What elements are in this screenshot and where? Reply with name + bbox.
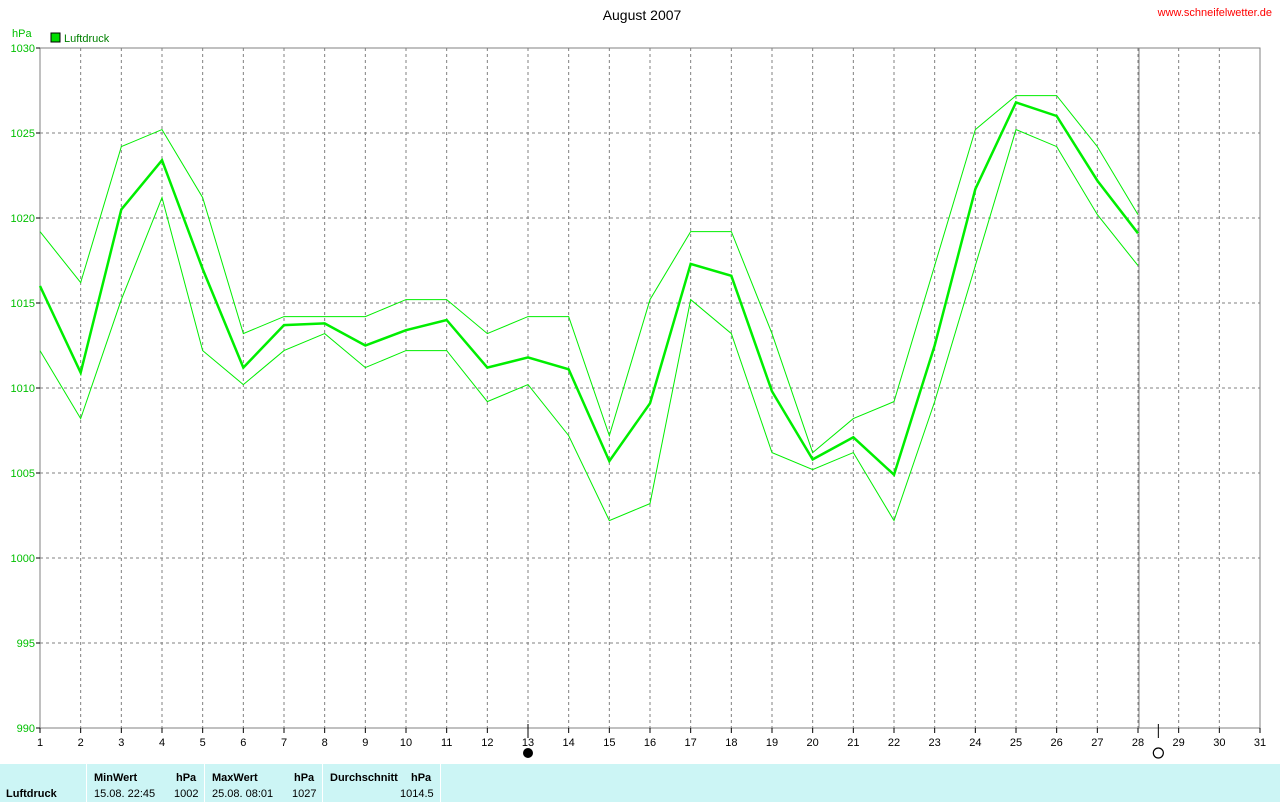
chart-title: August 2007	[603, 7, 682, 23]
x-tick-label: 2	[78, 737, 84, 749]
stats-avg-cell: Durchschnitt hPa 1014.5	[323, 764, 441, 802]
y-tick-label: 1015	[11, 298, 35, 310]
min-value: 1002	[174, 788, 199, 800]
series	[38, 95, 1139, 522]
series-line-min	[39, 128, 1139, 522]
x-tick-label: 31	[1254, 737, 1266, 749]
x-axis-ticks: 1 2 3 4 5 6 7 8 9 10 11 12 13 14 15 16 17 18 19 20 21 22 23 24 2…	[37, 728, 1266, 749]
x-tick-label: 23	[929, 737, 941, 749]
x-tick-label: 10	[400, 737, 412, 749]
x-tick-label: 3	[118, 737, 124, 749]
y-tick-label: 995	[17, 638, 35, 650]
min-header: MinWert	[94, 772, 138, 784]
x-tick-label: 13	[522, 737, 534, 749]
y-tick-label: 1025	[11, 128, 35, 140]
x-tick-label: 14	[563, 737, 575, 749]
moon-phases	[523, 724, 1164, 759]
stats-row-label: Luftdruck	[6, 788, 57, 800]
x-tick-label: 16	[644, 737, 656, 749]
x-tick-label: 11	[441, 737, 452, 749]
avg-header: Durchschnitt	[330, 772, 398, 784]
max-date: 25.08. 08:01	[212, 788, 274, 800]
x-tick-label: 15	[603, 737, 615, 749]
legend-label: Luftdruck	[64, 33, 110, 45]
x-tick-label: 25	[1010, 737, 1022, 749]
min-unit: hPa	[176, 772, 197, 784]
y-tick-label: 1030	[11, 43, 35, 55]
min-date: 15.08. 22:45	[94, 788, 156, 800]
stats-max-cell: MaxWert hPa 25.08. 08:01 1027	[205, 764, 323, 802]
x-tick-label: 22	[888, 737, 900, 749]
x-tick-label: 12	[481, 737, 493, 749]
y-axis-unit: hPa	[12, 28, 32, 40]
avg-value: 1014.5	[400, 788, 434, 800]
x-tick-label: 29	[1173, 737, 1185, 749]
x-tick-label: 26	[1051, 737, 1063, 749]
x-tick-label: 18	[725, 737, 737, 749]
y-tick-label: 1000	[11, 553, 35, 565]
statistics-bar: Luftdruck MinWert hPa 15.08. 22:45 1002 …	[0, 764, 1280, 802]
x-tick-label: 20	[807, 737, 819, 749]
y-tick-label: 1010	[11, 383, 35, 395]
x-tick-label: 6	[240, 737, 246, 749]
stats-min-cell: MinWert hPa 15.08. 22:45 1002	[87, 764, 205, 802]
full-moon-icon	[1152, 747, 1164, 759]
grid	[40, 48, 1260, 728]
pressure-chart: August 2007 www.schneifelwetter.de hPa L…	[11, 7, 1272, 759]
x-tick-label: 8	[322, 737, 328, 749]
max-unit: hPa	[294, 772, 315, 784]
x-tick-label: 21	[847, 737, 859, 749]
y-tick-label: 1020	[11, 213, 35, 225]
x-tick-label: 24	[969, 737, 981, 749]
x-tick-label: 7	[281, 737, 287, 749]
x-tick-label: 4	[159, 737, 165, 749]
y-axis-ticks: 990 995 1000 1005 1010 1015 1020 1025 1030	[11, 43, 40, 735]
x-tick-label: 9	[362, 737, 368, 749]
max-value: 1027	[292, 788, 317, 800]
y-tick-label: 990	[17, 723, 35, 735]
legend-swatch	[50, 32, 61, 43]
x-tick-label: 28	[1132, 737, 1144, 749]
new-moon-icon	[523, 748, 533, 758]
series-line-mean	[38, 100, 1139, 477]
x-tick-label: 27	[1091, 737, 1103, 749]
max-header: MaxWert	[212, 772, 258, 784]
x-tick-label: 30	[1213, 737, 1225, 749]
x-tick-label: 5	[200, 737, 206, 749]
stats-label-cell: Luftdruck	[0, 764, 87, 802]
site-url[interactable]: www.schneifelwetter.de	[1157, 7, 1272, 19]
series-line-max	[39, 95, 1139, 454]
avg-unit: hPa	[411, 772, 432, 784]
x-tick-label: 19	[766, 737, 778, 749]
x-tick-label: 17	[685, 737, 697, 749]
x-tick-label: 1	[37, 737, 43, 749]
y-tick-label: 1005	[11, 468, 35, 480]
